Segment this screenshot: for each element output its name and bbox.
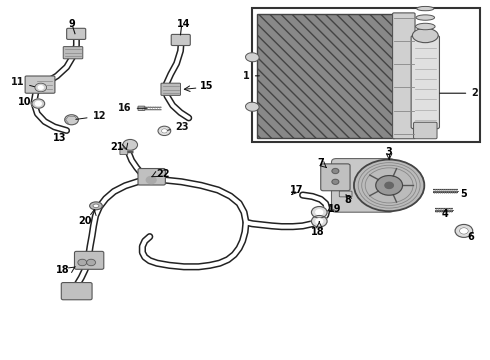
Text: 12: 12	[76, 111, 106, 121]
Text: 21: 21	[110, 142, 124, 152]
Circle shape	[123, 139, 138, 150]
Ellipse shape	[413, 28, 438, 42]
Circle shape	[332, 179, 339, 184]
Circle shape	[460, 228, 468, 234]
FancyBboxPatch shape	[331, 158, 394, 212]
Circle shape	[161, 129, 167, 133]
Text: 16: 16	[118, 103, 147, 113]
Ellipse shape	[416, 15, 435, 20]
Circle shape	[65, 115, 78, 125]
FancyBboxPatch shape	[138, 106, 145, 111]
Circle shape	[78, 259, 87, 266]
Text: 17: 17	[290, 185, 303, 195]
Circle shape	[354, 159, 424, 211]
FancyBboxPatch shape	[120, 148, 128, 154]
Circle shape	[35, 83, 47, 92]
Text: 6: 6	[468, 232, 475, 242]
Text: 10: 10	[18, 97, 31, 107]
Text: 7: 7	[318, 158, 324, 168]
Ellipse shape	[93, 204, 99, 208]
Bar	[252, 8, 480, 142]
Circle shape	[312, 207, 327, 218]
FancyBboxPatch shape	[35, 79, 54, 91]
Circle shape	[147, 176, 156, 184]
Ellipse shape	[417, 6, 434, 11]
Text: 3: 3	[386, 147, 392, 157]
Ellipse shape	[90, 202, 102, 210]
FancyBboxPatch shape	[67, 28, 86, 40]
Circle shape	[385, 182, 393, 189]
Circle shape	[455, 225, 473, 237]
Text: 9: 9	[68, 19, 75, 29]
Ellipse shape	[245, 102, 259, 111]
Text: 11: 11	[11, 77, 35, 87]
Text: 18: 18	[55, 265, 69, 275]
Text: 2: 2	[440, 88, 478, 98]
Circle shape	[332, 168, 339, 174]
FancyBboxPatch shape	[74, 251, 104, 269]
Circle shape	[38, 86, 43, 89]
Text: 20: 20	[78, 216, 92, 226]
Circle shape	[312, 216, 327, 227]
Text: 18: 18	[311, 227, 324, 237]
Circle shape	[376, 176, 402, 195]
Text: 19: 19	[328, 204, 342, 214]
Circle shape	[316, 210, 323, 215]
Circle shape	[158, 126, 171, 135]
FancyBboxPatch shape	[25, 76, 55, 93]
Text: 13: 13	[52, 133, 66, 143]
Text: 1: 1	[243, 71, 259, 81]
FancyBboxPatch shape	[63, 46, 83, 59]
Text: 5: 5	[461, 189, 467, 199]
Text: 4: 4	[442, 209, 449, 219]
Ellipse shape	[416, 23, 435, 30]
Text: 22: 22	[156, 168, 170, 179]
Text: 15: 15	[200, 81, 214, 91]
FancyBboxPatch shape	[414, 122, 437, 139]
Circle shape	[87, 259, 96, 266]
FancyBboxPatch shape	[171, 35, 190, 45]
FancyBboxPatch shape	[339, 191, 352, 197]
FancyBboxPatch shape	[61, 283, 92, 300]
FancyBboxPatch shape	[411, 36, 440, 129]
Circle shape	[316, 219, 323, 224]
FancyBboxPatch shape	[138, 168, 165, 185]
Text: 14: 14	[177, 19, 191, 29]
FancyBboxPatch shape	[161, 83, 180, 95]
Bar	[257, 14, 394, 138]
Text: 8: 8	[344, 195, 351, 205]
Text: 23: 23	[168, 122, 189, 132]
FancyBboxPatch shape	[392, 13, 415, 139]
FancyBboxPatch shape	[321, 164, 350, 191]
Circle shape	[32, 99, 45, 108]
Ellipse shape	[245, 53, 259, 62]
Circle shape	[35, 102, 41, 106]
